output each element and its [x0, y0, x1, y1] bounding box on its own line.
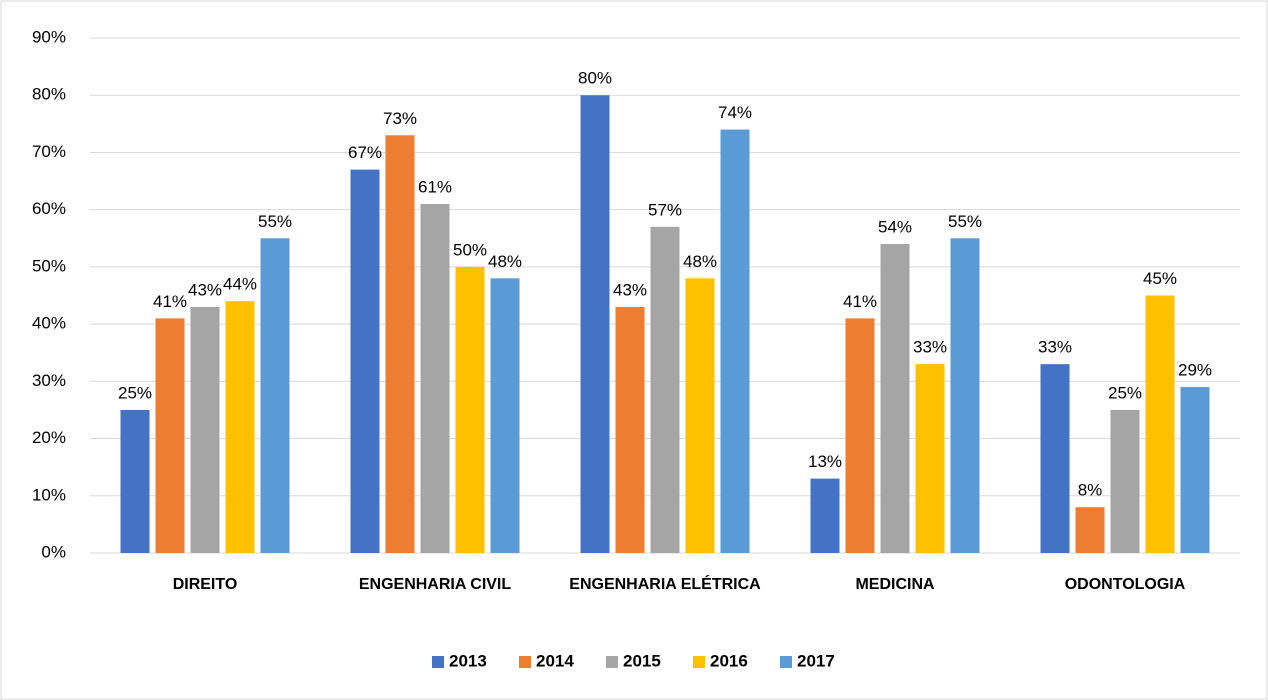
data-label: 54%	[878, 217, 912, 236]
data-label: 44%	[223, 275, 257, 294]
bar	[615, 306, 645, 553]
bar	[155, 318, 185, 553]
legend-swatch	[519, 656, 531, 668]
y-tick-label: 10%	[32, 485, 66, 504]
data-label: 55%	[948, 212, 982, 231]
legend-swatch	[432, 656, 444, 668]
data-label: 57%	[648, 200, 682, 219]
y-tick-label: 90%	[32, 27, 66, 46]
data-label: 8%	[1078, 481, 1103, 500]
bar	[1040, 364, 1070, 553]
bar	[880, 244, 910, 553]
bar	[720, 129, 750, 554]
data-label: 67%	[348, 143, 382, 162]
bar	[650, 226, 680, 554]
data-label: 61%	[418, 177, 452, 196]
bar	[420, 203, 450, 553]
data-label: 80%	[578, 69, 612, 88]
y-tick-label: 20%	[32, 428, 66, 447]
bar	[915, 364, 945, 553]
data-label: 41%	[153, 292, 187, 311]
bar	[350, 169, 380, 553]
legend-label: 2014	[536, 651, 574, 670]
bar	[950, 238, 980, 553]
x-tick-label: ENGENHARIA CIVIL	[358, 576, 512, 593]
bar	[1145, 295, 1175, 553]
data-label: 45%	[1143, 269, 1177, 288]
data-label: 25%	[118, 383, 152, 402]
bar	[455, 266, 485, 553]
bar	[810, 478, 840, 553]
y-tick-label: 0%	[41, 542, 66, 561]
bar	[260, 238, 290, 553]
x-tick-label: ODONTOLOGIA	[1064, 576, 1186, 593]
data-label: 50%	[453, 240, 487, 259]
bar	[845, 318, 875, 553]
data-label: 43%	[188, 280, 222, 299]
legend-swatch	[693, 656, 705, 668]
legend-label: 2016	[710, 651, 748, 670]
bar	[685, 278, 715, 553]
data-label: 48%	[488, 252, 522, 271]
x-tick-label: MEDICINA	[855, 576, 935, 593]
y-tick-label: 80%	[32, 85, 66, 104]
bar	[385, 135, 415, 553]
data-label: 25%	[1108, 383, 1142, 402]
legend-label: 2015	[623, 651, 661, 670]
data-label: 29%	[1178, 361, 1212, 380]
bar	[225, 301, 255, 553]
data-label: 43%	[613, 280, 647, 299]
data-label: 41%	[843, 292, 877, 311]
x-tick-label: ENGENHARIA ELÉTRICA	[569, 576, 761, 593]
data-label: 48%	[683, 252, 717, 271]
bar	[580, 95, 610, 553]
bar	[490, 278, 520, 553]
data-label: 13%	[808, 452, 842, 471]
bar	[120, 409, 150, 553]
data-label: 73%	[383, 109, 417, 128]
y-tick-label: 60%	[32, 199, 66, 218]
data-label: 33%	[913, 338, 947, 357]
y-tick-label: 40%	[32, 314, 66, 333]
data-label: 74%	[718, 103, 752, 122]
data-label: 55%	[258, 212, 292, 231]
legend-swatch	[780, 656, 792, 668]
legend-swatch	[606, 656, 618, 668]
bar	[1180, 387, 1210, 553]
bar	[190, 306, 220, 553]
bar	[1075, 507, 1105, 553]
legend-label: 2017	[797, 651, 835, 670]
y-tick-label: 70%	[32, 142, 66, 161]
legend-label: 2013	[449, 651, 487, 670]
data-label: 33%	[1038, 338, 1072, 357]
x-tick-label: DIREITO	[172, 576, 238, 593]
y-tick-label: 50%	[32, 256, 66, 275]
bar	[1110, 409, 1140, 553]
y-tick-label: 30%	[32, 371, 66, 390]
